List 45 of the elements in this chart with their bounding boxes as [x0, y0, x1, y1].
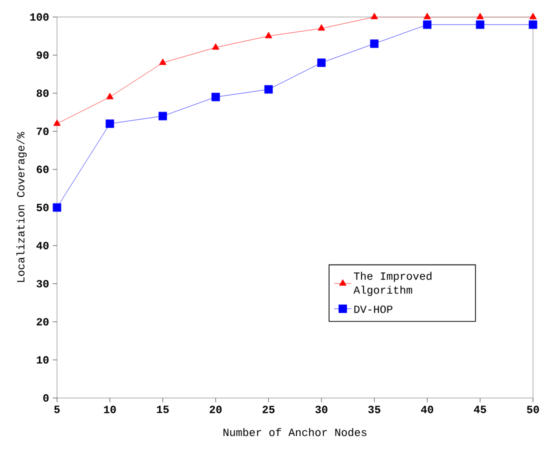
point [212, 43, 220, 50]
point [529, 12, 537, 20]
point [159, 58, 166, 65]
y-tick-label: 50 [36, 204, 49, 212]
y-tick-label: 30 [36, 280, 49, 288]
x-tick-label: 30 [315, 406, 328, 414]
y-tick-label: 0 [43, 394, 49, 402]
point [211, 92, 220, 102]
point [106, 92, 114, 100]
point [52, 203, 62, 212]
x-tick-label: 45 [474, 406, 486, 414]
point [318, 24, 326, 31]
x-axis-title: Number of Anchor Nodes [224, 428, 366, 436]
point [53, 119, 61, 126]
x-tick-label: 25 [262, 406, 275, 414]
point [264, 85, 273, 94]
point [264, 32, 272, 38]
x-tick-label: 20 [210, 406, 222, 414]
point [476, 12, 484, 20]
legend-label: DV-HOP [354, 306, 392, 314]
x-tick-label: 40 [421, 406, 434, 414]
x-tick-label: 10 [104, 406, 116, 414]
y-tick-label: 80 [36, 89, 49, 97]
point [317, 58, 326, 67]
y-tick-label: 40 [36, 242, 49, 250]
y-tick-label: 10 [36, 356, 49, 364]
x-tick-label: 5 [54, 406, 60, 414]
point [158, 112, 167, 120]
point [528, 20, 538, 29]
y-axis-title: Localization Coverage/% [16, 132, 27, 282]
point [424, 12, 431, 20]
y-tick-label: 70 [36, 128, 49, 136]
point [370, 12, 378, 20]
y-tick-label: 20 [36, 318, 49, 326]
point [423, 20, 432, 29]
x-tick-label: 15 [156, 406, 169, 414]
y-tick-label: 100 [30, 13, 49, 21]
y-tick-label: 90 [36, 51, 49, 59]
y-tick-label: 60 [36, 166, 49, 174]
point [476, 20, 484, 29]
legend-label: The Improved Algorithm [353, 272, 432, 296]
point [106, 119, 114, 128]
x-tick-label: 50 [526, 406, 539, 414]
point [370, 39, 379, 48]
x-tick-label: 35 [368, 406, 380, 414]
